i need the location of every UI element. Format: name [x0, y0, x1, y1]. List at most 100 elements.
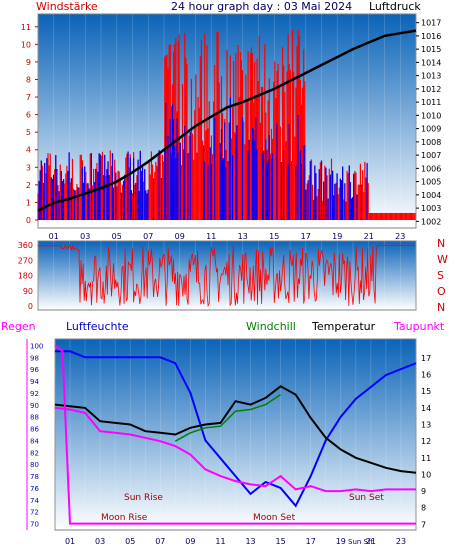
humidity-tick-label: 82 — [30, 449, 39, 457]
hour-tick-label: 17 — [301, 232, 311, 241]
wind-panel-hour-ticks: 01 03 05 07 09 11 13 15 17 19 21 23 — [49, 232, 406, 241]
direction-tick-label: 180 — [18, 272, 33, 281]
hour-tick-label: 15 — [276, 537, 286, 546]
direction-tick-label: 0 — [28, 302, 33, 311]
hour-tick-label: 09 — [175, 232, 185, 241]
hour-tick-label: 03 — [95, 537, 105, 546]
sun-rise-label: Sun Rise — [124, 493, 163, 503]
direction-tick-label: 360 — [18, 241, 33, 250]
temp-panel-background — [54, 338, 417, 531]
humidity-tick-label: 76 — [30, 485, 39, 493]
humidity-axis-ticks: 70 72 74 76 78 80 82 84 86 88 90 92 94 96 98 100 — [30, 342, 43, 528]
humidity-tick-label: 80 — [30, 461, 39, 469]
hour-tick-label: 07 — [143, 232, 153, 241]
temperature-tick-label: 17 — [421, 354, 431, 363]
hour-tick-label: 21 — [366, 537, 376, 546]
hour-tick-label: 17 — [306, 537, 316, 546]
humidity-tick-label: 100 — [30, 342, 43, 350]
hour-tick-label: 19 — [332, 232, 342, 241]
humidity-tick-label: 92 — [30, 390, 39, 398]
sun-set-label: Sun Set — [349, 493, 384, 503]
wind-tick-label: 5 — [26, 128, 31, 137]
wind-tick-label: 1 — [26, 198, 31, 207]
temp-series-lines — [54, 344, 417, 525]
pressure-tick-label: 1009 — [421, 125, 441, 134]
compass-letter: S — [437, 269, 444, 282]
hour-tick-label: 03 — [80, 232, 90, 241]
wind-tick-label: 7 — [26, 93, 31, 102]
wind-tick-label: 11 — [21, 23, 31, 32]
compass-letter: O — [437, 285, 446, 298]
wind-tick-label: 10 — [21, 40, 31, 49]
legend-taupunkt: Taupunkt — [393, 320, 445, 333]
direction-tick-label: 90 — [23, 287, 33, 296]
series-regen — [54, 344, 416, 525]
pressure-line — [37, 29, 417, 212]
pressure-tick-label: 1011 — [421, 98, 441, 107]
header-right-label: Luftdruck — [369, 0, 421, 13]
temperature-tick-label: 7 — [421, 520, 426, 529]
pressure-tick-label: 1016 — [421, 32, 441, 41]
humidity-tick-label: 74 — [30, 497, 39, 505]
pressure-tick-label: 1013 — [421, 72, 441, 81]
wind-tick-label: 8 — [26, 75, 31, 84]
pressure-tick-label: 1017 — [421, 19, 441, 28]
wind-tick-label: 3 — [26, 163, 31, 172]
temperature-tick-label: 9 — [421, 487, 426, 496]
humidity-tick-label: 72 — [30, 509, 39, 517]
moon-rise-label: Moon Rise — [101, 513, 148, 523]
hour-tick-label: 15 — [269, 232, 279, 241]
legend-windchill: Windchill — [246, 320, 296, 333]
wind-tick-label: 9 — [26, 58, 31, 67]
pressure-tick-label: 1006 — [421, 164, 441, 173]
series-luftfeuchte — [55, 350, 417, 508]
wind-tick-label: 2 — [26, 181, 31, 190]
direction-panel-background — [37, 240, 417, 311]
humidity-tick-label: 78 — [30, 473, 39, 481]
direction-tick-label: 270 — [18, 256, 33, 265]
wind-tick-label: 6 — [26, 111, 31, 120]
humidity-tick-label: 98 — [30, 354, 39, 362]
wind-tick-label: 0 — [26, 216, 31, 225]
wind-speed-bars — [37, 29, 416, 220]
temperature-tick-label: 15 — [421, 387, 431, 396]
legend-temperatur: Temperatur — [311, 320, 376, 333]
hour-tick-label: 11 — [215, 537, 225, 546]
temperature-tick-label: 14 — [421, 404, 431, 413]
pressure-tick-label: 1007 — [421, 151, 441, 160]
pressure-polyline — [37, 29, 417, 212]
wind-axis-ticks: 0 1 2 3 4 5 6 7 8 9 10 11 — [21, 23, 38, 225]
sun-sft-label: Sun Sft — [348, 538, 373, 546]
hour-tick-label: 05 — [112, 232, 122, 241]
temperature-tick-label: 11 — [421, 454, 431, 463]
hour-tick-label: 07 — [155, 537, 165, 546]
pressure-tick-label: 1002 — [421, 217, 441, 226]
temperature-tick-label: 12 — [421, 437, 431, 446]
moon-set-label: Moon Set — [253, 513, 296, 523]
humidity-tick-label: 90 — [30, 402, 39, 410]
pressure-tick-label: 1012 — [421, 85, 441, 94]
wind-tick-label: 4 — [26, 146, 31, 155]
pressure-tick-label: 1015 — [421, 45, 441, 54]
temperature-tick-label: 10 — [421, 470, 431, 479]
hour-tick-label: 01 — [49, 232, 59, 241]
humidity-tick-label: 88 — [30, 414, 39, 422]
series-temperatur — [54, 385, 417, 474]
hour-tick-label: 23 — [396, 537, 406, 546]
pressure-tick-label: 1008 — [421, 138, 441, 147]
legend-luftfeuchte: Luftfeuchte — [66, 320, 129, 333]
compass-letter: W — [437, 253, 448, 266]
humidity-tick-label: 86 — [30, 426, 39, 434]
temp-panel-hour-ticks: 01 03 05 07 09 11 13 15 17 19 21 23 — [65, 537, 406, 546]
humidity-tick-label: 96 — [30, 366, 39, 374]
temperature-tick-label: 8 — [421, 504, 426, 513]
temperature-tick-label: 13 — [421, 421, 431, 430]
pressure-tick-label: 1003 — [421, 204, 441, 213]
legend-regen: Regen — [1, 320, 36, 333]
series-taupunkt — [54, 406, 416, 493]
hour-tick-label: 13 — [245, 537, 255, 546]
